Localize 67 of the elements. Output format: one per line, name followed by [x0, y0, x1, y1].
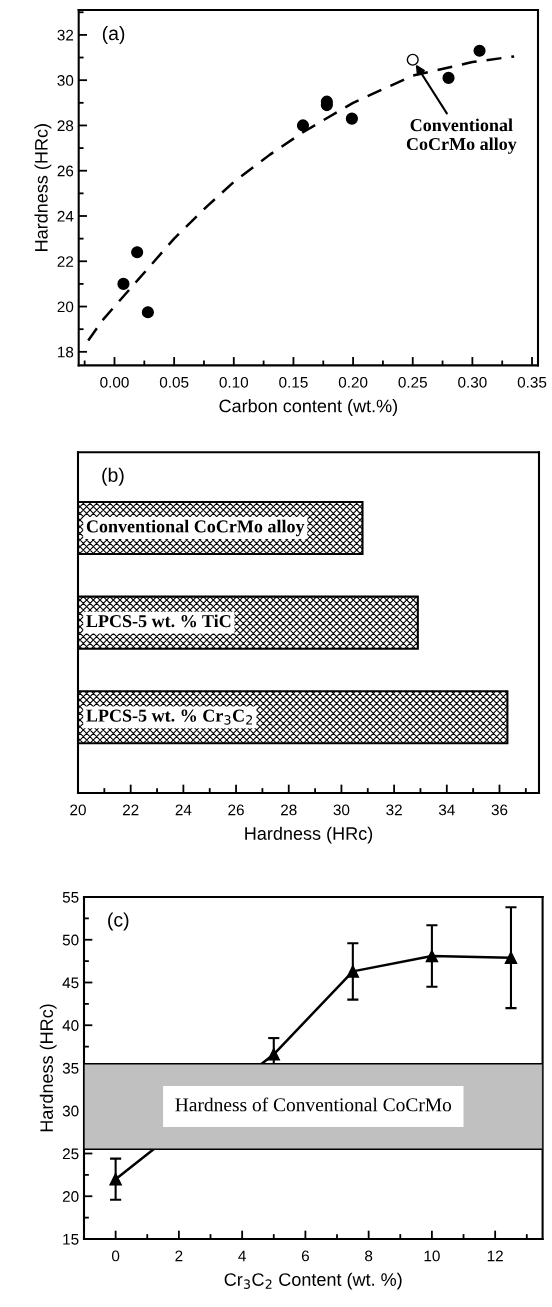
x-tick-label: 0.00 [100, 376, 129, 388]
point [504, 951, 518, 964]
point [117, 277, 130, 290]
x-tick-label: 8 [365, 1250, 373, 1262]
x-tick-label: 28 [281, 804, 297, 816]
point [345, 112, 358, 125]
x-tick-label: 0.30 [458, 376, 487, 388]
category-label: LPCS-5 wt. % Cr$_{3}$C$_{2}$ [86, 709, 253, 725]
y-tick-label: 32 [57, 29, 74, 41]
annotation: Conventional CoCrMo alloy [406, 118, 517, 154]
x-tick-label: 0.10 [219, 376, 249, 388]
annotation: (a) [102, 25, 125, 45]
x-tick-label: 0.20 [338, 376, 368, 388]
point [109, 1172, 122, 1186]
x-tick-label: 36 [491, 804, 508, 816]
point [131, 246, 144, 259]
y-tick-label: 20 [57, 301, 74, 313]
x-tick-label: 0.35 [517, 376, 547, 388]
annotation: (b) [102, 467, 124, 486]
x-tick-label: 0.15 [279, 376, 308, 388]
x-tick-label: 30 [333, 804, 350, 816]
x-tick-label: 34 [438, 804, 455, 816]
x-tick-label: 10 [424, 1250, 440, 1262]
point [267, 1048, 281, 1061]
point [296, 119, 310, 132]
annotation: (c) [108, 912, 129, 931]
x-axis-title: Cr$_{3}$C$_{2}$ Content (wt. %) [224, 1272, 402, 1290]
point [425, 949, 439, 963]
y-tick-label: 22 [57, 256, 74, 267]
category-label: Conventional CoCrMo alloy [86, 519, 305, 537]
x-tick-label: 26 [228, 804, 244, 816]
y-axis-title: Hardness (HRc) [39, 1004, 57, 1132]
x-tick-label: 24 [175, 804, 192, 816]
point [141, 306, 154, 319]
x-tick-label: 0.25 [398, 376, 427, 388]
y-tick-label: 30 [57, 75, 74, 86]
x-tick-label: 6 [301, 1250, 309, 1262]
point [406, 53, 419, 66]
x-tick-label: 0.05 [159, 376, 189, 388]
line-series [86, 55, 516, 342]
y-axis-title: Hardness (HRc) [34, 124, 52, 251]
y-tick-label: 28 [57, 120, 74, 132]
x-tick-label: 4 [238, 1250, 246, 1262]
y-tick-label: 30 [62, 1105, 79, 1117]
y-tick-label: 25 [62, 1148, 79, 1160]
x-tick-label: 32 [386, 804, 402, 816]
band-label: Hardness of Conventional CoCrMo [175, 1097, 452, 1112]
category-label: LPCS-5 wt. % TiC [86, 614, 231, 628]
y-tick-label: 18 [58, 346, 74, 358]
x-tick-label: 2 [175, 1250, 183, 1262]
y-tick-label: 45 [62, 977, 79, 989]
y-tick-label: 15 [63, 1234, 79, 1245]
point [442, 71, 455, 84]
x-tick-label: 22 [122, 804, 139, 816]
x-axis-title: Hardness (HRc) [245, 826, 373, 844]
y-tick-label: 26 [57, 165, 74, 177]
y-tick-label: 35 [62, 1062, 79, 1074]
y-tick-label: 24 [57, 210, 74, 222]
y-tick-label: 50 [62, 934, 79, 946]
y-tick-label: 20 [62, 1191, 79, 1202]
x-tick-label: 12 [487, 1250, 503, 1262]
y-tick-label: 55 [62, 892, 79, 903]
point [346, 965, 360, 978]
x-axis-title: Carbon content (wt.%) [219, 399, 398, 416]
point [473, 44, 486, 57]
y-tick-label: 40 [62, 1020, 79, 1031]
x-tick-label: 0 [111, 1250, 120, 1262]
